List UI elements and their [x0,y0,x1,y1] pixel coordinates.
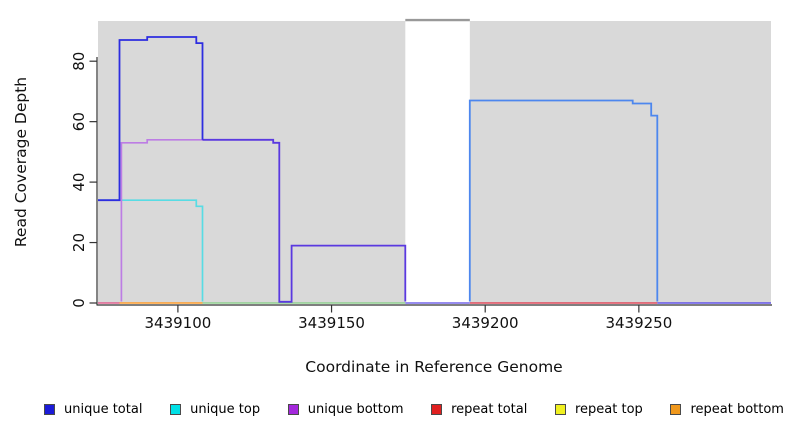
y-axis-title: Read Coverage Depth [12,77,30,247]
legend-item-unique-bottom: unique bottom [287,401,404,417]
legend-label: unique top [190,401,261,417]
x-tick-label: 3439250 [605,314,672,332]
x-tick-label: 3439200 [452,314,519,332]
legend-swatch-icon [670,403,682,415]
y-tick-label: 0 [70,298,88,308]
legend-item-unique-total: unique total [44,402,142,417]
legend: unique total unique top unique bottom repea… [44,399,784,419]
legend-item-repeat-total: repeat total [431,402,527,417]
plot-background-layer [98,18,771,303]
series-segment-unique-total-blue [98,36,204,202]
y-tick-label: 80 [70,52,88,71]
legend-item-repeat-bottom: repeat bottom [670,402,784,417]
legend-label: repeat top [575,401,643,417]
shaded-region [98,21,406,303]
legend-swatch-icon [431,403,443,415]
series-segment-unique-total-mid-violet [202,138,407,303]
series-segment-unique-total-light-blue [468,99,659,302]
legend-label: unique bottom [307,401,404,417]
legend-swatch-icon [44,403,55,415]
legend-label: repeat bottom [690,401,784,417]
legend-item-repeat-top: repeat top [555,402,643,417]
y-tick-label: 20 [70,233,88,252]
y-tick-label: 60 [70,112,88,131]
legend-label: repeat total [451,401,528,417]
legend-swatch-icon [287,403,299,415]
legend-swatch-icon [555,403,566,415]
x-tick-label: 3439150 [298,314,365,332]
y-tick-label: 40 [70,173,88,192]
shaded-region [469,21,771,303]
x-tick-label: 3439100 [144,314,211,332]
series-segment-unique-bottom-purple [120,138,203,302]
series-layer [98,36,771,304]
x-axis-title: Coordinate in Reference Genome [305,358,562,376]
axes-layer: 3439100 3439150 3439200 3439250 0 20 40 60 80 [70,52,772,332]
legend-label: unique total [64,401,143,417]
series-segment-unique-top-cyan [98,199,204,302]
legend-swatch-icon [170,403,182,415]
legend-item-unique-top: unique top [170,402,260,417]
coverage-plot-svg: 3439100 3439150 3439200 3439250 0 20 40 60 80 Co… [12,18,772,376]
